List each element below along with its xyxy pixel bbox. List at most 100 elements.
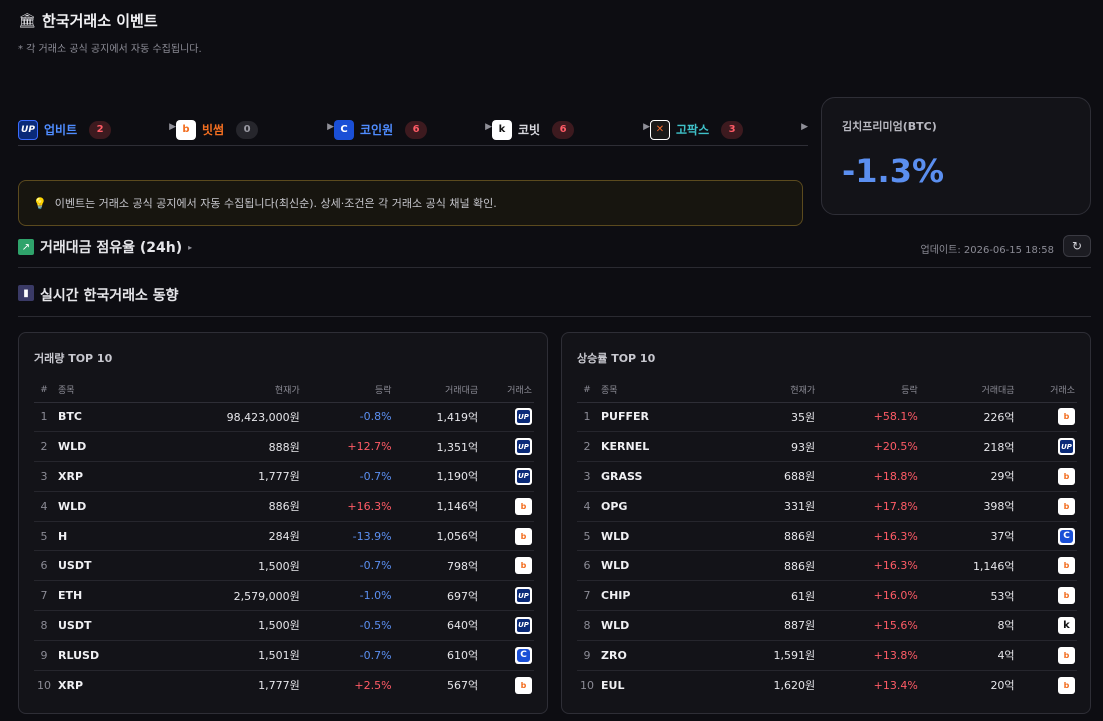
table-row[interactable]: 10 XRP 1,777원 +2.5% 567억 b bbox=[34, 670, 534, 700]
table-row[interactable]: 9 RLUSD 1,501원 -0.7% 610억 C bbox=[34, 640, 534, 671]
exchange-cell: b bbox=[1014, 491, 1077, 522]
table-row[interactable]: 1 BTC 98,423,000원 -0.8% 1,419억 UP bbox=[34, 402, 534, 433]
volume-cell: 610억 bbox=[391, 640, 479, 671]
rank-cell: 8 bbox=[577, 610, 597, 641]
symbol-cell: BTC bbox=[54, 402, 148, 433]
change-cell: +16.3% bbox=[299, 491, 392, 522]
col-exchange: 거래소 bbox=[1014, 378, 1077, 403]
page-title: 한국거래소 이벤트 bbox=[42, 12, 158, 30]
rank-cell: 3 bbox=[577, 461, 597, 492]
bithumb-logo-icon: b bbox=[1058, 587, 1075, 605]
table-row[interactable]: 9 ZRO 1,591원 +13.8% 4억 b bbox=[577, 640, 1077, 671]
col-price: 현재가 bbox=[147, 378, 300, 403]
exchange-cell: UP bbox=[478, 461, 534, 492]
rank-cell: 4 bbox=[34, 491, 54, 522]
symbol-cell: XRP bbox=[58, 678, 84, 692]
table-row[interactable]: 8 WLD 887원 +15.6% 8억 k bbox=[577, 610, 1077, 641]
price-cell: 1,500원 bbox=[147, 550, 300, 582]
bithumb-logo-icon: b bbox=[1058, 557, 1075, 575]
lightbulb-icon: 💡 bbox=[33, 196, 47, 210]
exchange-tab-gopax[interactable]: ✕ 고팍스 3 ▶ bbox=[650, 114, 808, 146]
exchange-tab-coinone[interactable]: C 코인원 6 ▶ bbox=[334, 114, 492, 146]
table-row[interactable]: 7 CHIP 61원 +16.0% 53억 b bbox=[577, 580, 1077, 612]
upbit-logo-icon: UP bbox=[515, 408, 532, 426]
price-cell: 284원 bbox=[147, 521, 300, 552]
refresh-button[interactable]: ↻ bbox=[1063, 235, 1091, 257]
exchange-cell: C bbox=[1014, 521, 1077, 552]
price-cell: 886원 bbox=[147, 491, 300, 522]
bithumb-logo-icon: b bbox=[1058, 646, 1075, 664]
rank-cell: 4 bbox=[577, 491, 597, 522]
volume-share-toggle[interactable]: ↗ 거래대금 점유율 (24h) ▸ bbox=[18, 237, 192, 257]
table-row[interactable]: 3 XRP 1,777원 -0.7% 1,190억 UP bbox=[34, 461, 534, 492]
upbit-logo-icon: UP bbox=[515, 616, 532, 634]
rank-cell: 9 bbox=[577, 640, 597, 671]
symbol-cell: USDT bbox=[54, 550, 148, 582]
change-cell: +13.8% bbox=[815, 640, 918, 671]
volume-cell: 798억 bbox=[391, 550, 479, 582]
exchange-cell: UP bbox=[478, 402, 534, 433]
change-cell: +17.8% bbox=[815, 491, 918, 522]
price-cell: 886원 bbox=[718, 521, 816, 552]
table-row[interactable]: 10 EUL 1,620원 +13.4% 20억 b bbox=[577, 670, 1077, 700]
volume-cell: 398억 bbox=[917, 491, 1015, 522]
exchange-cell: b bbox=[478, 521, 534, 552]
rank-cell: 2 bbox=[577, 431, 597, 463]
exchange-name: 고팍스 bbox=[676, 123, 710, 137]
volume-cell: 1,190억 bbox=[391, 461, 479, 492]
volume-cell: 1,419억 bbox=[391, 402, 479, 433]
page-subtitle: * 각 거래소 공식 공지에서 자동 수집됩니다. bbox=[18, 44, 202, 55]
symbol-cell: PUFFER bbox=[597, 402, 719, 433]
kimchi-premium-label: 김치프리미엄(BTC) bbox=[842, 120, 937, 133]
symbol-cell: WLD bbox=[597, 521, 719, 552]
exchange-cell: b bbox=[478, 670, 534, 700]
exchange-cell: UP bbox=[478, 431, 534, 463]
change-cell: +2.5% bbox=[354, 678, 392, 692]
symbol-cell: XRP bbox=[54, 461, 148, 492]
table-row[interactable]: 8 USDT 1,500원 -0.5% 640억 UP bbox=[34, 610, 534, 641]
coinone-logo-icon: C bbox=[334, 119, 354, 140]
exchange-tab-bithumb[interactable]: b 빗썸 0 ▶ bbox=[176, 114, 334, 146]
bithumb-logo-icon: b bbox=[1058, 676, 1075, 694]
col-change: 등락 bbox=[815, 378, 918, 403]
korbit-logo-icon: k bbox=[1058, 616, 1075, 634]
symbol-cell: KERNEL bbox=[597, 431, 719, 463]
symbol-cell: WLD bbox=[597, 610, 719, 641]
col-volume: 거래대금 bbox=[391, 378, 479, 403]
exchange-tab-upbit[interactable]: UP 업비트 2 ▶ bbox=[18, 114, 176, 146]
table-row[interactable]: 2 WLD 888원 +12.7% 1,351억 UP bbox=[34, 431, 534, 463]
table-row[interactable]: 4 WLD 886원 +16.3% 1,146억 b bbox=[34, 491, 534, 522]
bithumb-logo-icon: b bbox=[1058, 467, 1075, 485]
play-arrow-icon: ▶ bbox=[327, 122, 334, 132]
table-row[interactable]: 5 H 284원 -13.9% 1,056억 b bbox=[34, 521, 534, 552]
rank-cell: 3 bbox=[34, 461, 54, 492]
table-row[interactable]: 5 WLD 886원 +16.3% 37억 C bbox=[577, 521, 1077, 552]
symbol-cell: ETH bbox=[54, 580, 148, 612]
bar-chart-icon: ▮ bbox=[18, 285, 34, 301]
gainers-top10-panel: 상승률 TOP 10 # 종목 현재가 등락 거래대금 거래소 1 PUFFER 3… bbox=[561, 332, 1091, 714]
volume-cell: 567억 bbox=[447, 679, 479, 693]
price-cell: 61원 bbox=[718, 580, 816, 612]
exchange-name: 업비트 bbox=[44, 123, 78, 137]
exchange-tab-korbit[interactable]: k 코빗 6 ▶ bbox=[492, 114, 650, 146]
bithumb-logo-icon: b bbox=[1058, 497, 1075, 515]
volume-cell: 37억 bbox=[917, 521, 1015, 552]
volume-cell: 20억 bbox=[990, 679, 1015, 693]
table-row[interactable]: 6 WLD 886원 +16.3% 1,146억 b bbox=[577, 550, 1077, 582]
table-row[interactable]: 2 KERNEL 93원 +20.5% 218억 UP bbox=[577, 431, 1077, 463]
exchange-cell: UP bbox=[1014, 431, 1077, 463]
exchange-cell: b bbox=[1014, 640, 1077, 671]
exchange-name: 코빗 bbox=[518, 123, 541, 137]
change-cell: -0.7% bbox=[299, 461, 392, 492]
table-row[interactable]: 3 GRASS 688원 +18.8% 29억 b bbox=[577, 461, 1077, 492]
rank-cell: 6 bbox=[577, 550, 597, 582]
table-row[interactable]: 1 PUFFER 35원 +58.1% 226억 b bbox=[577, 402, 1077, 433]
table-row[interactable]: 7 ETH 2,579,000원 -1.0% 697억 UP bbox=[34, 580, 534, 612]
table-row[interactable]: 6 USDT 1,500원 -0.7% 798억 b bbox=[34, 550, 534, 582]
notice-banner: 💡 이벤트는 거래소 공식 공지에서 자동 수집됩니다(최신순). 상세·조건은… bbox=[18, 180, 803, 226]
upbit-logo-icon: UP bbox=[1058, 438, 1075, 456]
change-cell: +20.5% bbox=[815, 431, 918, 463]
exchange-cell: b bbox=[1014, 580, 1077, 612]
exchange-cell: b bbox=[1014, 550, 1077, 582]
table-row[interactable]: 4 OPG 331원 +17.8% 398억 b bbox=[577, 491, 1077, 522]
